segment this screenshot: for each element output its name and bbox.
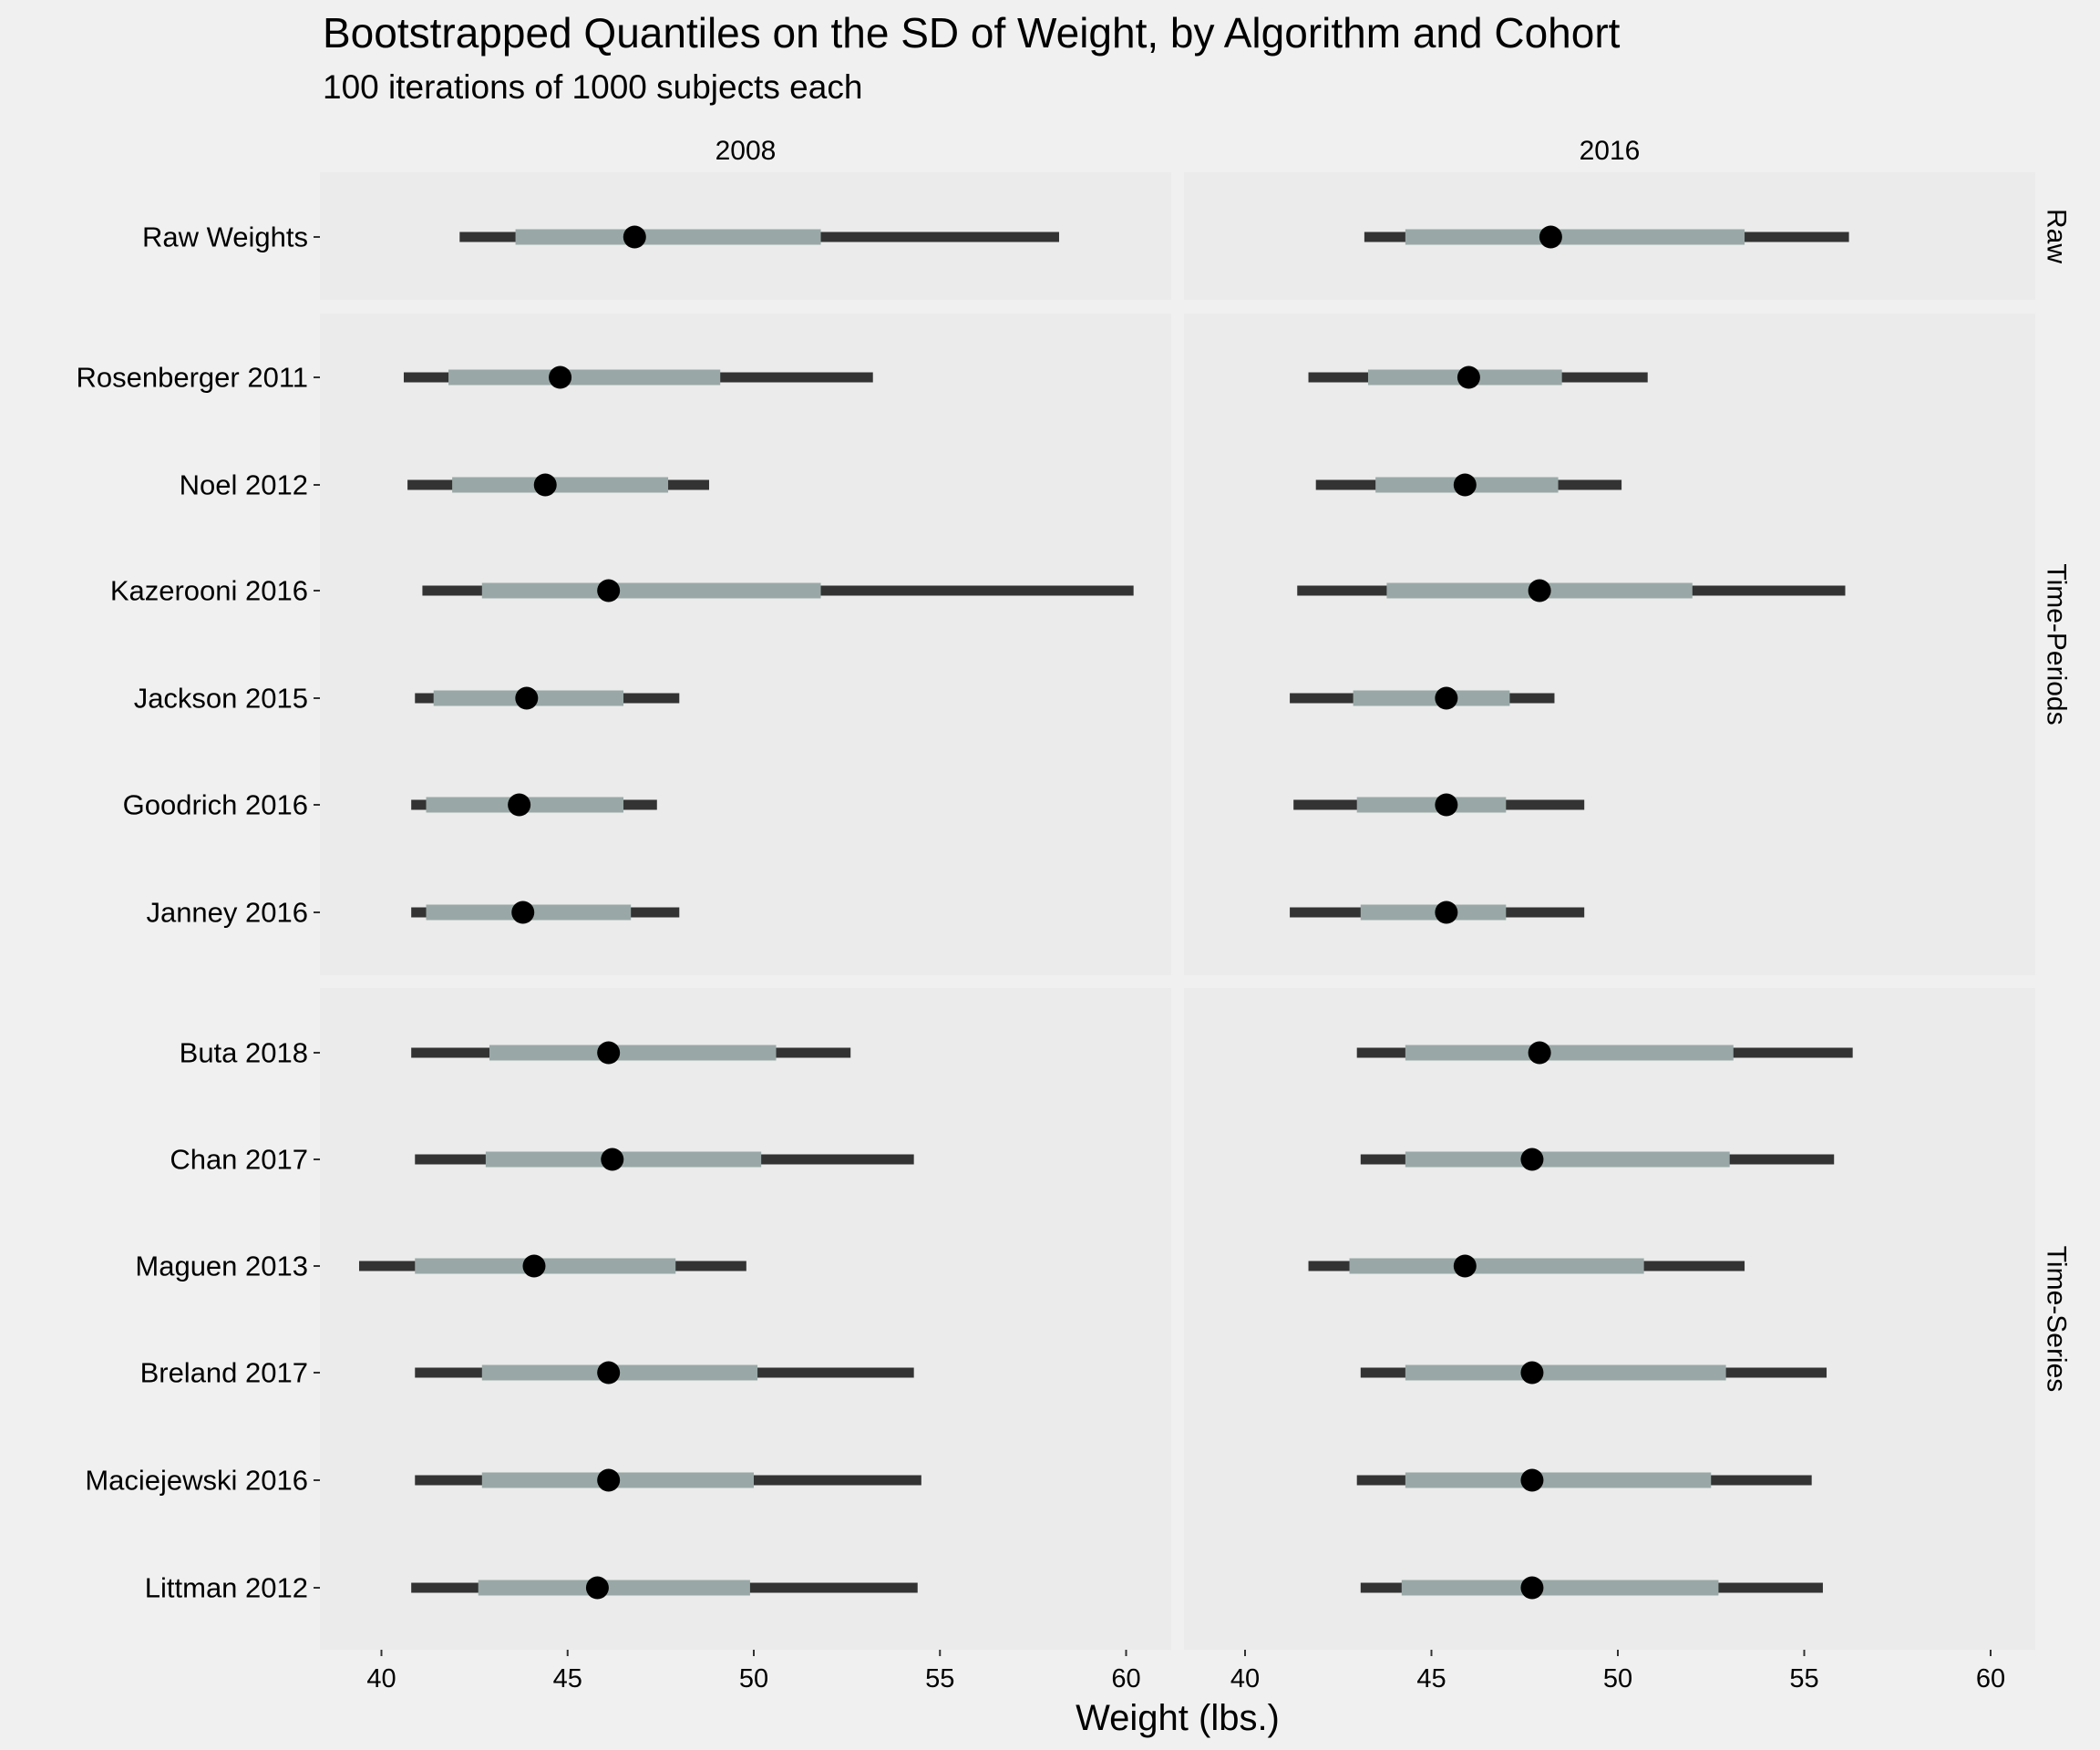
y-tick-label: Jackson 2015 [134, 683, 308, 715]
y-tick-label: Rosenberger 2011 [77, 362, 309, 394]
median-point [515, 686, 539, 710]
x-tick-label: 60 [1976, 1664, 2005, 1693]
x-tick-label: 50 [739, 1664, 768, 1693]
inner-interval [1405, 1472, 1712, 1488]
inner-interval [481, 582, 821, 599]
inner-interval [1353, 690, 1510, 706]
y-tick-label: Raw Weights [142, 221, 308, 253]
inner-interval [515, 229, 821, 245]
y-tick-label: Maguen 2013 [135, 1251, 308, 1282]
y-tick-label: Chan 2017 [170, 1144, 308, 1176]
median-point [601, 1148, 624, 1171]
median-point [597, 1361, 621, 1385]
y-tick-label: Goodrich 2016 [123, 789, 308, 821]
row-strip-label: Time-Periods [2042, 563, 2072, 725]
inner-interval [1401, 1580, 1719, 1596]
inner-interval [448, 369, 721, 386]
x-tick-label: 40 [366, 1664, 396, 1693]
x-axis-title: Weight (lbs.) [1076, 1698, 1280, 1738]
x-tick-label: 55 [925, 1664, 954, 1693]
median-point [623, 225, 646, 249]
inner-interval [452, 477, 669, 493]
median-point [1520, 1576, 1544, 1600]
chart-subtitle: 100 iterations of 1000 subjects each [323, 68, 862, 106]
median-point [597, 579, 621, 602]
y-tick-label: Buta 2018 [180, 1037, 308, 1069]
y-tick-label: Noel 2012 [180, 469, 308, 501]
column-strip-label: 2016 [1580, 136, 1641, 166]
x-tick-label: 50 [1603, 1664, 1632, 1693]
facet-panel [1184, 988, 2035, 1650]
median-point [511, 901, 535, 924]
median-point [508, 793, 531, 817]
median-point [1528, 579, 1551, 602]
y-tick-label: Littman 2012 [145, 1572, 308, 1604]
median-point [1453, 473, 1477, 497]
inner-interval [1349, 1258, 1644, 1274]
x-tick-label: 60 [1111, 1664, 1140, 1693]
inner-interval [1405, 1045, 1734, 1061]
median-point [1435, 793, 1458, 817]
inner-interval [1405, 229, 1745, 245]
x-tick-label: 55 [1789, 1664, 1818, 1693]
median-point [1528, 1041, 1551, 1065]
facet-panel [1184, 314, 2035, 975]
x-tick-label: 40 [1230, 1664, 1260, 1693]
median-point [1457, 365, 1480, 389]
median-point [533, 473, 557, 497]
chart-marks [358, 225, 1853, 1600]
row-strip-label: Time-Series [2042, 1246, 2072, 1393]
median-point [1520, 1468, 1544, 1492]
column-strip-label: 2008 [715, 136, 777, 166]
y-tick-label: Maciejewski 2016 [85, 1465, 308, 1497]
median-point [1520, 1361, 1544, 1385]
inner-interval [1360, 904, 1507, 921]
median-point [1435, 901, 1458, 924]
axis-labels: Raw Time-Periods Time-Series 2008 2016 Raw We… [77, 136, 2072, 1693]
facet-panels [320, 172, 2035, 1650]
inner-interval [1405, 1364, 1726, 1381]
inner-interval [1356, 797, 1507, 813]
median-point [1520, 1148, 1544, 1171]
y-tick-label: Breland 2017 [140, 1357, 308, 1389]
x-tick-label: 45 [1416, 1664, 1446, 1693]
row-strip-label: Raw [2042, 209, 2072, 263]
inner-interval [478, 1580, 750, 1596]
median-point [597, 1041, 621, 1065]
median-point [1453, 1254, 1477, 1278]
y-tick-label: Janney 2016 [146, 897, 308, 929]
facet-panel [320, 314, 1171, 975]
facet-panel [320, 988, 1171, 1650]
median-point [585, 1576, 609, 1600]
median-point [522, 1254, 546, 1278]
inner-interval [1405, 1151, 1730, 1168]
y-tick-label: Kazerooni 2016 [110, 575, 308, 607]
x-tick-label: 45 [553, 1664, 582, 1693]
inner-interval [489, 1045, 777, 1061]
median-point [1539, 225, 1562, 249]
median-point [1435, 686, 1458, 710]
chart-title: Bootstrapped Quantiles on the SD of Weig… [323, 9, 1621, 57]
median-point [549, 365, 572, 389]
median-point [597, 1468, 621, 1492]
